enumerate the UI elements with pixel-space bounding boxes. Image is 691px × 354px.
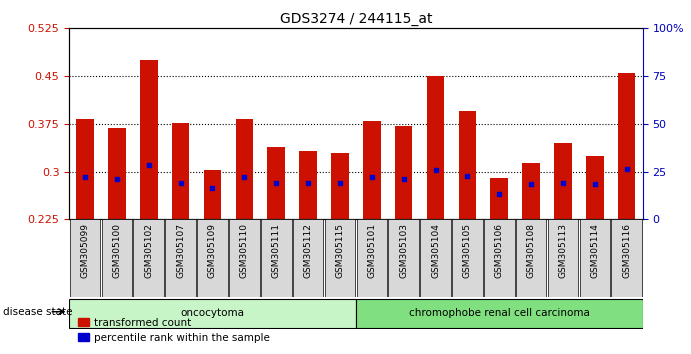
FancyBboxPatch shape — [515, 219, 547, 297]
Bar — [267, 148, 285, 219]
FancyBboxPatch shape — [165, 219, 196, 297]
Bar — [363, 121, 381, 219]
FancyBboxPatch shape — [357, 219, 387, 297]
Text: GSM305112: GSM305112 — [303, 223, 312, 278]
Bar — [459, 111, 476, 219]
FancyBboxPatch shape — [420, 219, 451, 297]
Bar — [395, 126, 413, 219]
Text: GSM305105: GSM305105 — [463, 223, 472, 278]
Bar — [427, 76, 444, 219]
Text: GSM305109: GSM305109 — [208, 223, 217, 278]
Bar — [554, 143, 571, 219]
FancyBboxPatch shape — [69, 299, 356, 328]
Legend: transformed count, percentile rank within the sample: transformed count, percentile rank withi… — [75, 314, 274, 347]
Text: GSM305116: GSM305116 — [622, 223, 631, 278]
Bar — [204, 170, 221, 219]
FancyBboxPatch shape — [261, 219, 292, 297]
Text: GSM305108: GSM305108 — [527, 223, 536, 278]
Bar — [236, 119, 253, 219]
FancyBboxPatch shape — [484, 219, 515, 297]
Bar — [618, 73, 636, 219]
FancyBboxPatch shape — [133, 219, 164, 297]
Bar — [76, 119, 94, 219]
Text: GSM305113: GSM305113 — [558, 223, 567, 278]
FancyBboxPatch shape — [580, 219, 610, 297]
Text: GSM305099: GSM305099 — [81, 223, 90, 278]
Title: GDS3274 / 244115_at: GDS3274 / 244115_at — [280, 12, 432, 26]
FancyBboxPatch shape — [102, 219, 132, 297]
FancyBboxPatch shape — [356, 299, 643, 328]
Text: GSM305106: GSM305106 — [495, 223, 504, 278]
Bar — [172, 123, 189, 219]
Text: GSM305114: GSM305114 — [590, 223, 599, 278]
Text: GSM305107: GSM305107 — [176, 223, 185, 278]
FancyBboxPatch shape — [229, 219, 260, 297]
Text: GSM305104: GSM305104 — [431, 223, 440, 278]
FancyBboxPatch shape — [452, 219, 483, 297]
FancyBboxPatch shape — [325, 219, 355, 297]
Text: GSM305100: GSM305100 — [113, 223, 122, 278]
Text: chromophobe renal cell carcinoma: chromophobe renal cell carcinoma — [409, 308, 589, 318]
Bar — [586, 156, 604, 219]
Bar — [331, 153, 349, 219]
FancyBboxPatch shape — [548, 219, 578, 297]
FancyBboxPatch shape — [612, 219, 642, 297]
FancyBboxPatch shape — [388, 219, 419, 297]
Bar — [140, 60, 158, 219]
Bar — [108, 129, 126, 219]
Text: disease state: disease state — [3, 307, 73, 317]
FancyBboxPatch shape — [293, 219, 323, 297]
Text: GSM305115: GSM305115 — [335, 223, 344, 278]
Text: GSM305101: GSM305101 — [368, 223, 377, 278]
Text: GSM305103: GSM305103 — [399, 223, 408, 278]
Bar — [491, 178, 508, 219]
FancyBboxPatch shape — [70, 219, 100, 297]
Text: GSM305111: GSM305111 — [272, 223, 281, 278]
FancyBboxPatch shape — [197, 219, 228, 297]
Text: oncocytoma: oncocytoma — [180, 308, 245, 318]
Text: GSM305102: GSM305102 — [144, 223, 153, 278]
Bar — [299, 151, 317, 219]
Text: GSM305110: GSM305110 — [240, 223, 249, 278]
Bar — [522, 164, 540, 219]
